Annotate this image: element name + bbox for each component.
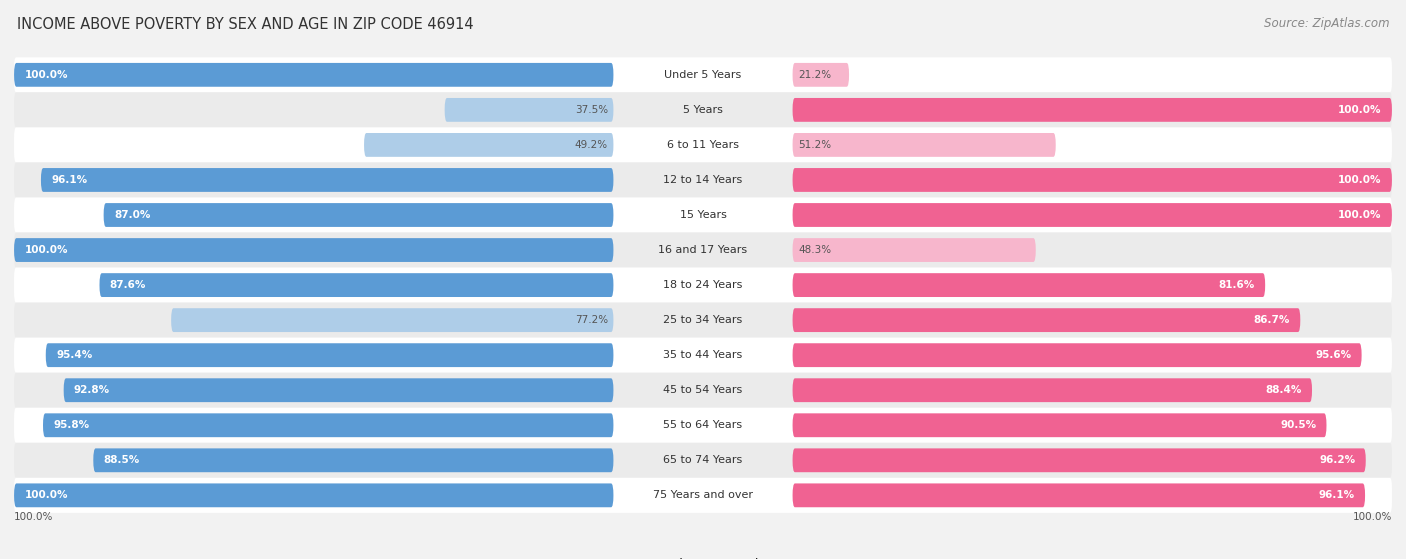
Text: Source: ZipAtlas.com: Source: ZipAtlas.com xyxy=(1264,17,1389,30)
Text: 96.1%: 96.1% xyxy=(51,175,87,185)
FancyBboxPatch shape xyxy=(14,58,1392,92)
Text: 100.0%: 100.0% xyxy=(14,512,53,522)
FancyBboxPatch shape xyxy=(14,197,1392,233)
Text: 81.6%: 81.6% xyxy=(1219,280,1254,290)
Text: 48.3%: 48.3% xyxy=(799,245,831,255)
Text: 51.2%: 51.2% xyxy=(799,140,831,150)
Legend: Male, Female: Male, Female xyxy=(634,554,772,559)
Text: 100.0%: 100.0% xyxy=(1353,512,1392,522)
FancyBboxPatch shape xyxy=(14,163,1392,197)
FancyBboxPatch shape xyxy=(793,168,1392,192)
Text: 100.0%: 100.0% xyxy=(1339,210,1382,220)
FancyBboxPatch shape xyxy=(444,98,613,122)
FancyBboxPatch shape xyxy=(793,413,1326,437)
FancyBboxPatch shape xyxy=(63,378,613,402)
Text: 95.4%: 95.4% xyxy=(56,350,93,360)
FancyBboxPatch shape xyxy=(14,373,1392,408)
FancyBboxPatch shape xyxy=(44,413,613,437)
Text: 21.2%: 21.2% xyxy=(799,70,831,80)
Text: 100.0%: 100.0% xyxy=(24,70,67,80)
Text: 5 Years: 5 Years xyxy=(683,105,723,115)
Text: 12 to 14 Years: 12 to 14 Years xyxy=(664,175,742,185)
Text: 90.5%: 90.5% xyxy=(1279,420,1316,430)
Text: 77.2%: 77.2% xyxy=(575,315,607,325)
FancyBboxPatch shape xyxy=(14,338,1392,373)
FancyBboxPatch shape xyxy=(14,484,613,507)
FancyBboxPatch shape xyxy=(14,233,1392,268)
Text: 92.8%: 92.8% xyxy=(75,385,110,395)
Text: 35 to 44 Years: 35 to 44 Years xyxy=(664,350,742,360)
Text: 100.0%: 100.0% xyxy=(24,490,67,500)
Text: 65 to 74 Years: 65 to 74 Years xyxy=(664,455,742,465)
Text: 100.0%: 100.0% xyxy=(1339,175,1382,185)
FancyBboxPatch shape xyxy=(793,484,1365,507)
FancyBboxPatch shape xyxy=(793,63,849,87)
FancyBboxPatch shape xyxy=(172,308,613,332)
FancyBboxPatch shape xyxy=(46,343,613,367)
FancyBboxPatch shape xyxy=(14,92,1392,127)
FancyBboxPatch shape xyxy=(14,408,1392,443)
Text: Under 5 Years: Under 5 Years xyxy=(665,70,741,80)
Text: 88.4%: 88.4% xyxy=(1265,385,1302,395)
FancyBboxPatch shape xyxy=(41,168,613,192)
FancyBboxPatch shape xyxy=(14,443,1392,478)
FancyBboxPatch shape xyxy=(14,302,1392,338)
Text: 86.7%: 86.7% xyxy=(1254,315,1289,325)
FancyBboxPatch shape xyxy=(100,273,613,297)
FancyBboxPatch shape xyxy=(14,63,613,87)
Text: 18 to 24 Years: 18 to 24 Years xyxy=(664,280,742,290)
FancyBboxPatch shape xyxy=(793,238,1036,262)
FancyBboxPatch shape xyxy=(14,268,1392,302)
FancyBboxPatch shape xyxy=(364,133,613,157)
FancyBboxPatch shape xyxy=(793,378,1312,402)
Text: 88.5%: 88.5% xyxy=(104,455,139,465)
FancyBboxPatch shape xyxy=(93,448,613,472)
Text: 87.6%: 87.6% xyxy=(110,280,146,290)
Text: 25 to 34 Years: 25 to 34 Years xyxy=(664,315,742,325)
FancyBboxPatch shape xyxy=(793,203,1392,227)
Text: 49.2%: 49.2% xyxy=(575,140,607,150)
FancyBboxPatch shape xyxy=(793,308,1301,332)
Text: 100.0%: 100.0% xyxy=(1339,105,1382,115)
Text: 55 to 64 Years: 55 to 64 Years xyxy=(664,420,742,430)
FancyBboxPatch shape xyxy=(14,478,1392,513)
Text: 96.2%: 96.2% xyxy=(1319,455,1355,465)
FancyBboxPatch shape xyxy=(793,273,1265,297)
Text: INCOME ABOVE POVERTY BY SEX AND AGE IN ZIP CODE 46914: INCOME ABOVE POVERTY BY SEX AND AGE IN Z… xyxy=(17,17,474,32)
Text: 100.0%: 100.0% xyxy=(24,245,67,255)
Text: 6 to 11 Years: 6 to 11 Years xyxy=(666,140,740,150)
FancyBboxPatch shape xyxy=(793,343,1361,367)
Text: 16 and 17 Years: 16 and 17 Years xyxy=(658,245,748,255)
FancyBboxPatch shape xyxy=(793,448,1365,472)
FancyBboxPatch shape xyxy=(104,203,613,227)
Text: 37.5%: 37.5% xyxy=(575,105,607,115)
Text: 75 Years and over: 75 Years and over xyxy=(652,490,754,500)
Text: 96.1%: 96.1% xyxy=(1319,490,1355,500)
FancyBboxPatch shape xyxy=(14,238,613,262)
FancyBboxPatch shape xyxy=(793,98,1392,122)
Text: 95.6%: 95.6% xyxy=(1315,350,1351,360)
Text: 95.8%: 95.8% xyxy=(53,420,90,430)
Text: 87.0%: 87.0% xyxy=(114,210,150,220)
Text: 15 Years: 15 Years xyxy=(679,210,727,220)
FancyBboxPatch shape xyxy=(793,133,1056,157)
Text: 45 to 54 Years: 45 to 54 Years xyxy=(664,385,742,395)
FancyBboxPatch shape xyxy=(14,127,1392,163)
